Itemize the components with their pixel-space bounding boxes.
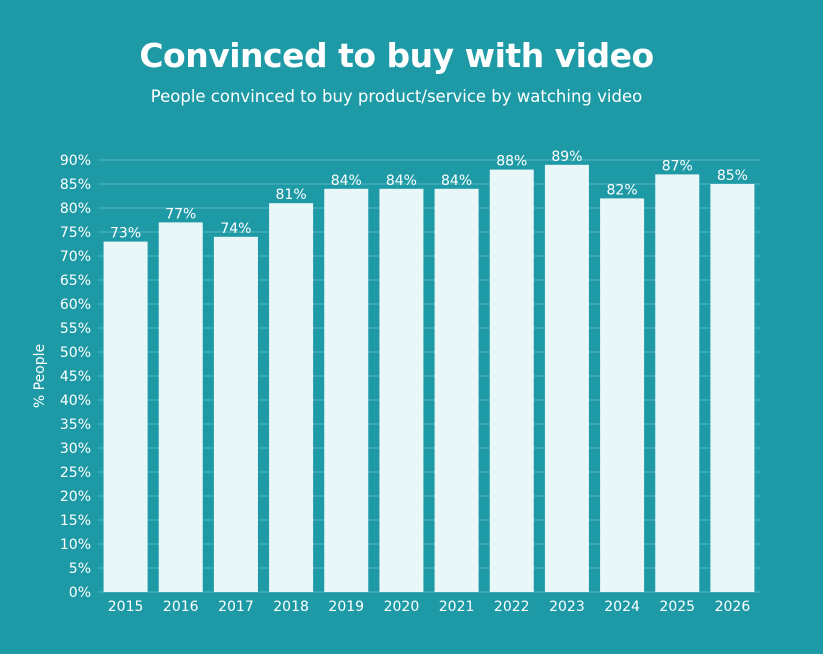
data-label-2021: 84% xyxy=(441,173,472,189)
bar-2020 xyxy=(379,188,424,593)
x-tick-label-2019: 2019 xyxy=(328,599,364,615)
y-tick-label: 80% xyxy=(60,201,91,217)
x-tick-label-2026: 2026 xyxy=(715,599,751,615)
data-label-2015: 73% xyxy=(110,226,141,242)
y-tick-label: 55% xyxy=(60,321,91,337)
y-tick-label: 85% xyxy=(60,177,91,193)
y-tick-label: 75% xyxy=(60,225,91,241)
x-tick-label-2017: 2017 xyxy=(218,599,254,615)
y-tick-label: 50% xyxy=(60,345,91,361)
data-label-2019: 84% xyxy=(331,173,362,189)
chart-title: Convinced to buy with video xyxy=(139,36,654,75)
bar-2017 xyxy=(213,236,258,593)
x-tick-label-2015: 2015 xyxy=(108,599,144,615)
x-axis-ticks: 2015 2016 2017 2018 2019 2020 2021 2022 2023 2024… xyxy=(108,599,751,615)
bar-2025 xyxy=(655,174,700,592)
y-tick-label: 10% xyxy=(60,537,91,553)
y-tick-label: 20% xyxy=(60,489,91,505)
x-tick-label-2020: 2020 xyxy=(384,599,420,615)
y-tick-label: 40% xyxy=(60,393,91,409)
bar-2016 xyxy=(158,222,203,592)
y-tick-label: 5% xyxy=(69,561,91,577)
x-tick-label-2025: 2025 xyxy=(659,599,695,615)
bar-2022 xyxy=(489,169,534,592)
data-label-2025: 87% xyxy=(662,158,693,174)
y-tick-label: 25% xyxy=(60,465,91,481)
data-label-2023: 89% xyxy=(551,149,582,165)
y-tick-label: 35% xyxy=(60,417,91,433)
y-tick-label: 45% xyxy=(60,369,91,385)
data-label-2026: 85% xyxy=(717,168,748,184)
x-tick-label-2018: 2018 xyxy=(273,599,309,615)
x-tick-label-2021: 2021 xyxy=(439,599,475,615)
x-tick-label-2016: 2016 xyxy=(163,599,199,615)
x-tick-label-2024: 2024 xyxy=(604,599,640,615)
x-tick-label-2022: 2022 xyxy=(494,599,530,615)
chart-subtitle: People convinced to buy product/service … xyxy=(150,87,643,106)
bar-2019 xyxy=(324,188,369,593)
data-label-2024: 82% xyxy=(607,182,638,198)
y-tick-label: 90% xyxy=(60,153,91,169)
y-tick-label: 15% xyxy=(60,513,91,529)
data-label-2017: 74% xyxy=(220,221,251,237)
data-labels: 73% 77% 74% 81% 84% 84% 84% 88% 89% 82% 87% 85% xyxy=(110,149,748,242)
y-tick-label: 70% xyxy=(60,249,91,265)
y-axis-ticks: 0% 5% 10% 15% 20% 25% 30% 35% 40% 45% 50% 55% 60% 65%… xyxy=(60,153,91,601)
bar-2015 xyxy=(103,241,148,592)
bar-2018 xyxy=(269,203,314,592)
y-tick-label: 60% xyxy=(60,297,91,313)
data-label-2022: 88% xyxy=(496,154,527,170)
bar-2024 xyxy=(600,198,645,592)
bars xyxy=(103,164,755,593)
data-label-2016: 77% xyxy=(165,206,196,222)
bar-2021 xyxy=(434,188,479,593)
x-tick-label-2023: 2023 xyxy=(549,599,585,615)
data-label-2020: 84% xyxy=(386,173,417,189)
data-label-2018: 81% xyxy=(276,187,307,203)
gridlines xyxy=(98,159,760,593)
y-axis-title: % People xyxy=(32,344,48,408)
bar-2026 xyxy=(710,184,755,592)
bar-2023 xyxy=(544,164,589,593)
y-tick-label: 30% xyxy=(60,441,91,457)
y-tick-label: 0% xyxy=(69,585,91,601)
y-tick-label: 65% xyxy=(60,273,91,289)
